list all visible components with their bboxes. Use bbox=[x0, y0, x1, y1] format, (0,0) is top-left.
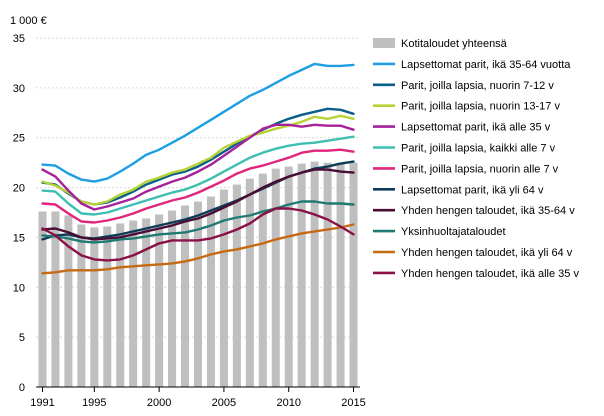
line-series-5 bbox=[41, 135, 355, 216]
bar-1997 bbox=[116, 223, 125, 387]
bar-1993 bbox=[64, 215, 73, 387]
y-tick-label: 0 bbox=[19, 382, 25, 394]
line-series-11 bbox=[41, 207, 355, 262]
y-unit-label: 1 000 € bbox=[10, 15, 47, 27]
bar-1999 bbox=[142, 218, 151, 387]
bar-2013 bbox=[323, 162, 332, 387]
legend-label: Parit, joilla lapsia, kaikki alle 7 v bbox=[401, 143, 556, 155]
legend-label: Parit, joilla lapsia, nuorin 13-17 v bbox=[401, 101, 560, 113]
bar-1992 bbox=[51, 211, 60, 387]
legend-label: Lapsettomat parit, ikä alle 35 v bbox=[401, 122, 551, 134]
bar-2011 bbox=[297, 163, 306, 387]
bar-1991 bbox=[38, 211, 47, 387]
legend-label: Lapsettomat parit, ikä 35-64 vuotta bbox=[401, 59, 571, 71]
axes: 0 5 10 15 20 25 30 35 1991 1995 2000 2005 2010 2015 bbox=[13, 33, 366, 409]
legend-label: Yksinhuoltajataloudet bbox=[401, 226, 506, 238]
bar-2005 bbox=[219, 189, 228, 387]
line-series-2 bbox=[41, 107, 355, 206]
legend-label: Lapsettomat parit, ikä yli 64 v bbox=[401, 184, 544, 196]
bar-2010 bbox=[284, 166, 293, 387]
line-series-6 bbox=[41, 148, 355, 224]
bar-1998 bbox=[129, 220, 138, 387]
y-tick-label: 35 bbox=[13, 33, 25, 45]
y-tick-label: 5 bbox=[19, 332, 25, 344]
line-series-8 bbox=[41, 168, 355, 241]
bar-2006 bbox=[232, 184, 241, 387]
bar-1995 bbox=[90, 227, 99, 387]
y-tick-label: 30 bbox=[13, 83, 25, 95]
x-tick-label: 2010 bbox=[276, 397, 300, 409]
y-tick-label: 25 bbox=[13, 133, 25, 145]
line-series-10 bbox=[41, 223, 355, 275]
legend-label: Yhden hengen taloudet, ikä 35-64 v bbox=[401, 205, 575, 217]
legend-label: Parit, joilla lapsia, nuorin 7-12 v bbox=[401, 80, 554, 92]
legend-label: Yhden hengen taloudet, ikä yli 64 v bbox=[401, 247, 573, 259]
legend: Kotitaloudet yhteensä Lapsettomat parit, … bbox=[373, 38, 579, 280]
legend-label: Parit, joilla lapsia, nuorin alle 7 v bbox=[401, 163, 559, 175]
bar-2003 bbox=[193, 201, 203, 387]
legend-swatch-bar bbox=[373, 38, 395, 48]
line-series-3 bbox=[41, 114, 355, 206]
legend-label: Kotitaloudet yhteensä bbox=[401, 38, 508, 50]
y-tick-label: 15 bbox=[13, 232, 25, 244]
x-tick-label: 1991 bbox=[30, 397, 54, 409]
line-series-1 bbox=[41, 62, 355, 183]
y-tick-label: 10 bbox=[13, 282, 25, 294]
x-tick-label: 2015 bbox=[341, 397, 365, 409]
bar-2014 bbox=[336, 162, 345, 387]
bar-2007 bbox=[245, 178, 254, 387]
line-series-4 bbox=[41, 123, 355, 211]
bar-2015 bbox=[349, 162, 358, 387]
bar-1994 bbox=[77, 224, 86, 387]
x-tick-label: 2005 bbox=[212, 397, 236, 409]
bar-2009 bbox=[271, 168, 280, 387]
bar-1996 bbox=[103, 226, 112, 387]
bar-2001 bbox=[168, 210, 177, 387]
x-tick-label: 2000 bbox=[147, 397, 171, 409]
bar-series bbox=[38, 161, 358, 387]
bar-2012 bbox=[310, 161, 319, 387]
bar-2002 bbox=[181, 205, 190, 387]
y-tick-label: 20 bbox=[13, 183, 25, 195]
bar-2004 bbox=[206, 196, 215, 387]
x-tick-label: 1995 bbox=[82, 397, 106, 409]
legend-label: Yhden hengen taloudet, ikä alle 35 v bbox=[401, 268, 579, 280]
bar-2000 bbox=[155, 214, 164, 387]
bar-2008 bbox=[258, 173, 267, 387]
line-series-9 bbox=[41, 200, 355, 244]
line-series bbox=[41, 62, 355, 275]
